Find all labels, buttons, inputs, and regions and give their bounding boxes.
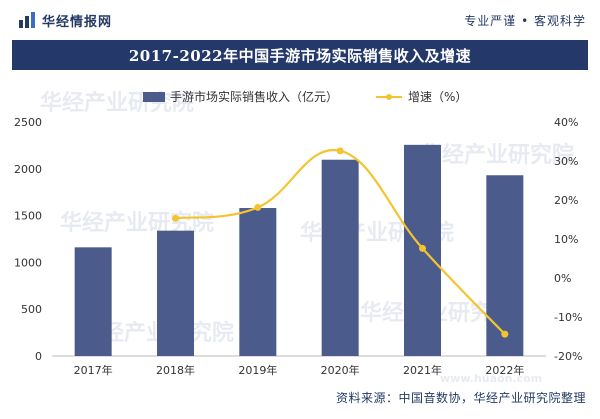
bar [74, 247, 112, 356]
y-left-tick-label: 0 [35, 350, 42, 363]
y-right-tick-label: 20% [554, 194, 578, 207]
y-right-tick-label: 30% [554, 155, 578, 168]
y-left-tick-label: 2000 [14, 163, 42, 176]
slogan: 专业严谨 • 客观科学 [464, 13, 586, 28]
y-left-tick-label: 1500 [14, 210, 42, 223]
y-right-tick-label: 40% [554, 116, 578, 129]
bar [239, 208, 277, 356]
watermark: 华经产业研究院 [420, 142, 574, 168]
legend-bar-label: 手游市场实际销售收入（亿元） [170, 89, 338, 104]
watermark: 华经产业研究院 [40, 90, 194, 116]
x-tick-label: 2018年 [156, 363, 195, 377]
x-tick-label: 2017年 [74, 363, 113, 377]
growth-point [172, 214, 179, 222]
growth-point [501, 330, 509, 338]
x-tick-label: 2021年 [403, 363, 442, 377]
bar [321, 159, 359, 356]
combo-chart: 华经产业研究院华经产业研究院华经产业研究院华经产业研究院华经产业研究院华经产业研… [14, 89, 582, 385]
bar [486, 175, 524, 356]
x-tick-label: 2019年 [238, 363, 277, 377]
growth-point [254, 203, 262, 211]
x-tick-label: 2022年 [485, 363, 524, 377]
brand: 华经情报网 [18, 11, 112, 30]
brand-name: 华经情报网 [42, 14, 113, 30]
y-right-tick-label: -20% [554, 350, 582, 363]
y-right-tick-label: -10% [554, 311, 582, 324]
chart-title: 2017-2022年中国手游市场实际销售收入及增速 [12, 40, 588, 70]
x-tick-label: 2020年 [321, 363, 360, 377]
growth-point [336, 147, 344, 155]
y-left-tick-label: 2500 [14, 116, 42, 129]
bar [157, 230, 194, 356]
legend-line-label: 增速（%） [408, 90, 467, 104]
legend-bar-swatch [143, 92, 165, 102]
top-bar: 华经情报网 专业严谨 • 客观科学 [0, 0, 600, 40]
y-right-tick-label: 10% [554, 233, 578, 246]
watermark-url: www.huaon.com [440, 372, 542, 385]
y-left-tick-label: 500 [21, 303, 42, 316]
bar-chart-logo-icon [19, 12, 35, 28]
growth-point [419, 244, 426, 252]
y-right-tick-label: 0% [554, 272, 571, 285]
y-left-tick-label: 1000 [14, 256, 42, 269]
source-note: 资料来源：中国音数协，华经产业研究院整理 [335, 391, 586, 405]
legend-line-marker [386, 94, 392, 100]
